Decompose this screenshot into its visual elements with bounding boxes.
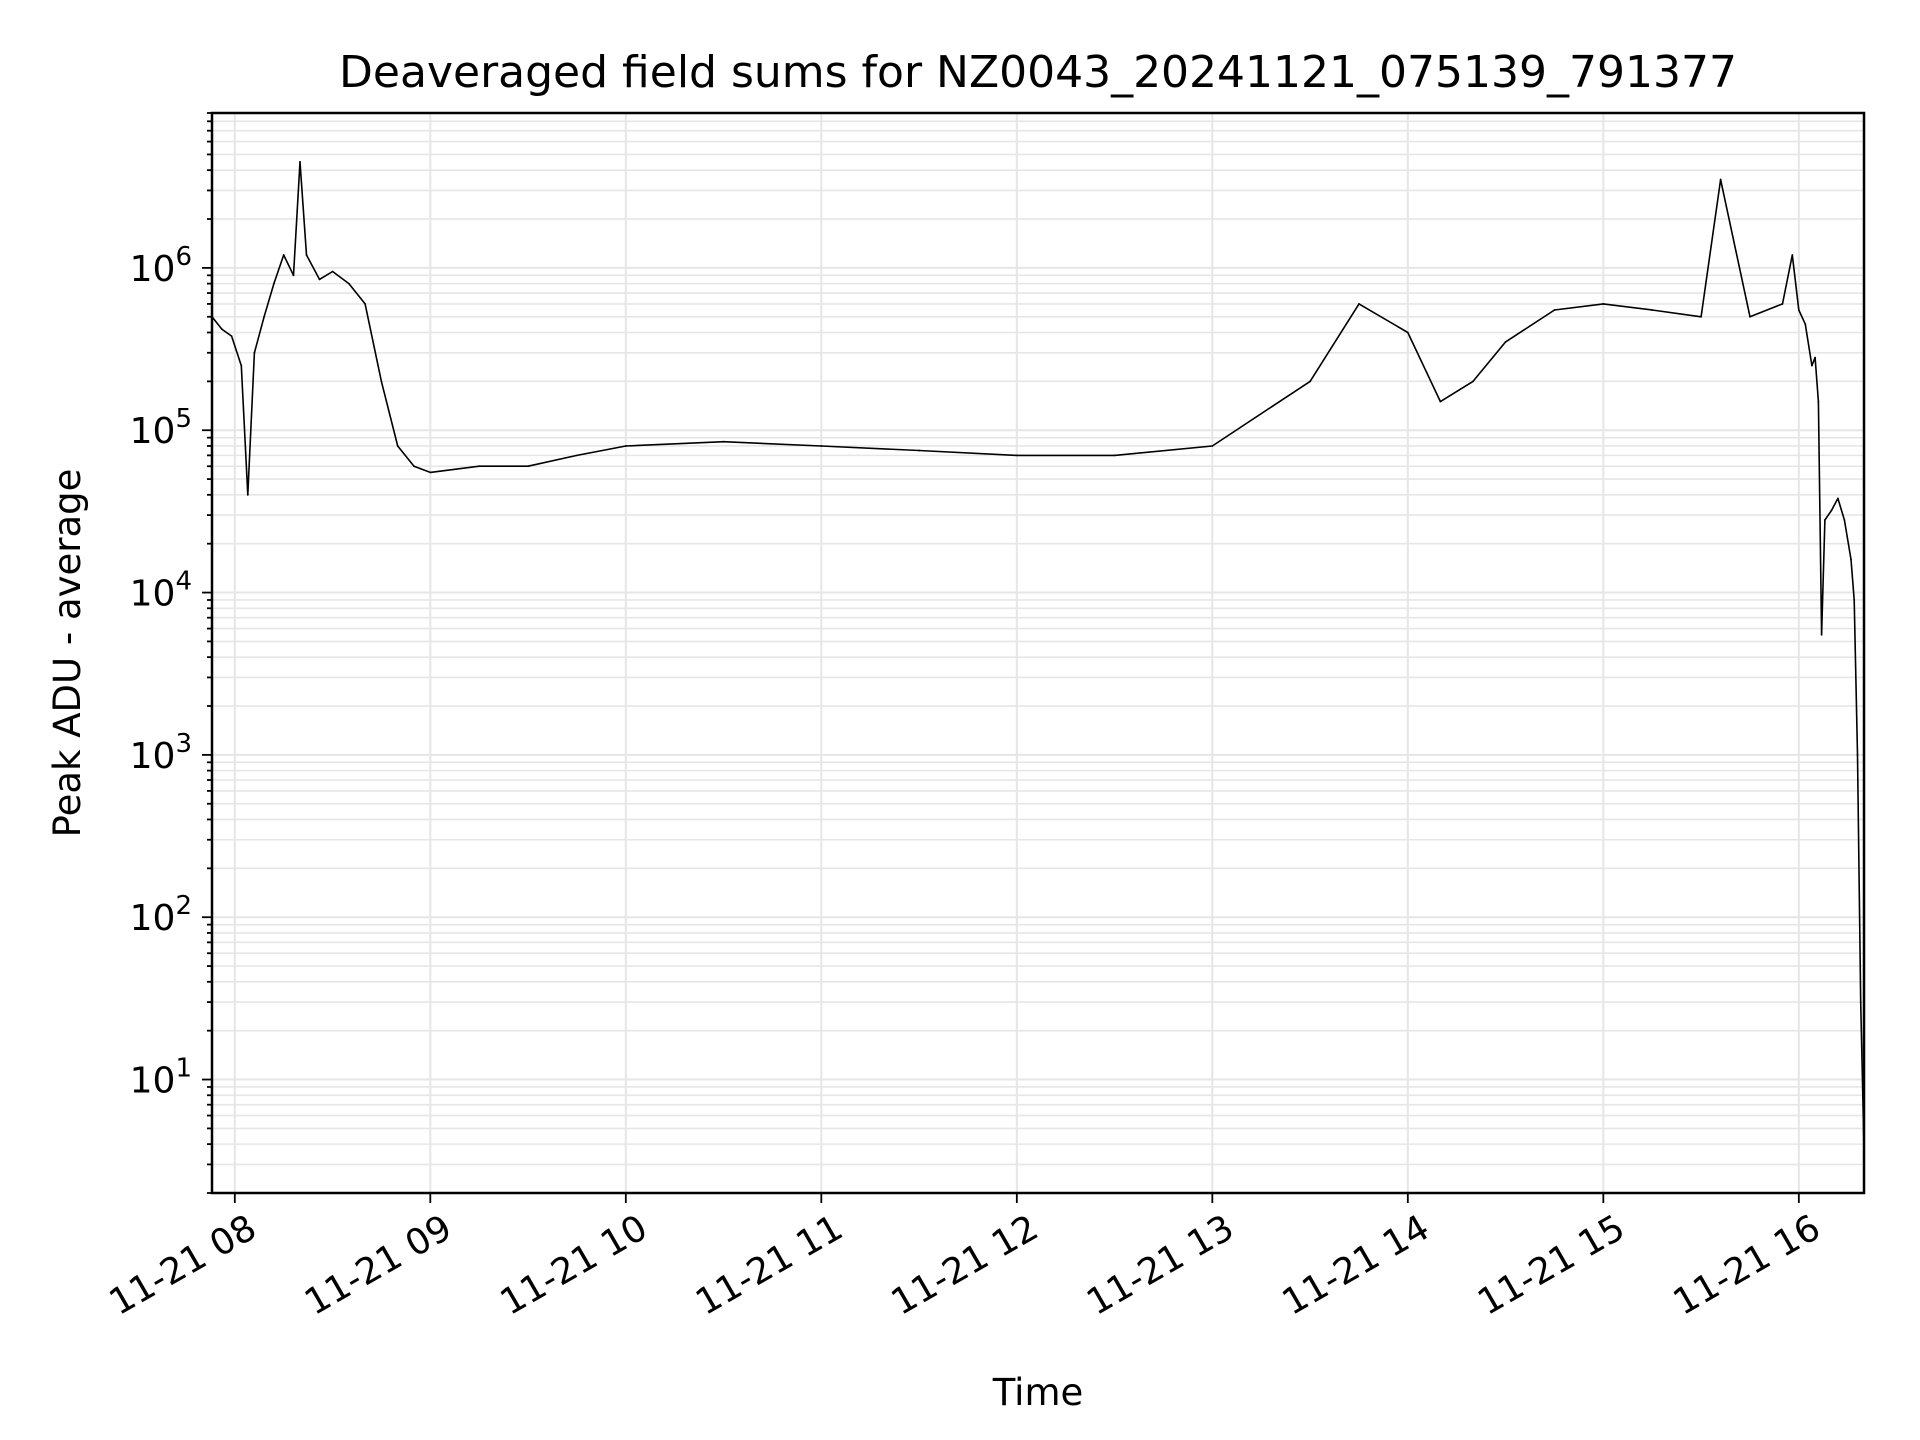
data-point (263, 315, 266, 318)
data-point (273, 282, 275, 285)
data-point (478, 465, 481, 468)
data-point (1797, 309, 1800, 311)
data-point (1804, 323, 1807, 326)
y-tick-label: 104 (130, 567, 192, 615)
y-tick-label: 101 (130, 1054, 192, 1102)
data-point (1749, 315, 1751, 318)
y-tick-label: 103 (130, 729, 192, 777)
data-point (1820, 633, 1823, 636)
data-point (1830, 509, 1833, 512)
data-point (1817, 400, 1820, 403)
data-point (1853, 599, 1856, 601)
data-point (624, 445, 627, 447)
data-point (253, 351, 256, 354)
data-point (347, 282, 350, 285)
y-tick-label: 102 (130, 891, 192, 939)
data-point (1472, 380, 1474, 383)
data-point (1309, 380, 1311, 383)
data-point (1358, 303, 1360, 305)
data-point (1814, 356, 1817, 359)
data-point (722, 440, 725, 443)
data-point (396, 445, 399, 447)
data-point (576, 454, 578, 457)
data-point (1211, 445, 1214, 447)
plot-area-frame (210, 111, 1866, 1195)
data-point (331, 270, 334, 273)
data-point (1719, 178, 1722, 181)
data-point (230, 335, 233, 338)
data-point (1791, 254, 1794, 256)
data-point (820, 445, 823, 447)
data-point (1439, 400, 1442, 403)
chart-title: Deaveraged field sums for NZ0043_2024112… (339, 47, 1737, 98)
y-axis-label: Peak ADU - average (46, 469, 89, 838)
data-point (1504, 341, 1507, 343)
data-point (240, 364, 243, 367)
data-point (1837, 497, 1839, 500)
data-point (1015, 454, 1018, 457)
data-point (1781, 303, 1784, 305)
data-point (364, 303, 367, 305)
data-point (1602, 303, 1605, 305)
data-point (282, 254, 285, 256)
data-point (918, 449, 920, 452)
data-point (246, 493, 249, 496)
data-point (1406, 331, 1409, 334)
y-tick-label: 105 (130, 404, 192, 452)
x-axis-label: Time (992, 1371, 1084, 1414)
data-point (1843, 519, 1846, 521)
data-point (1553, 309, 1556, 311)
data-point (429, 471, 432, 474)
data-point (527, 465, 529, 468)
data-point (1651, 309, 1654, 311)
data-point (1810, 364, 1813, 367)
series-layer (211, 160, 1865, 1151)
data-point (1850, 558, 1852, 561)
data-point (1700, 315, 1702, 318)
data-point (1113, 454, 1116, 457)
data-point (1823, 519, 1826, 521)
data-point (413, 465, 415, 468)
data-point (380, 380, 383, 383)
data-point (299, 160, 301, 163)
data-point (318, 278, 321, 281)
data-point (305, 254, 308, 256)
y-tick-label: 106 (130, 242, 192, 290)
data-point (220, 328, 223, 330)
data-point (1859, 1001, 1862, 1003)
data-point (1856, 753, 1859, 756)
data-point (292, 274, 295, 277)
grid-lines (212, 112, 1864, 1194)
